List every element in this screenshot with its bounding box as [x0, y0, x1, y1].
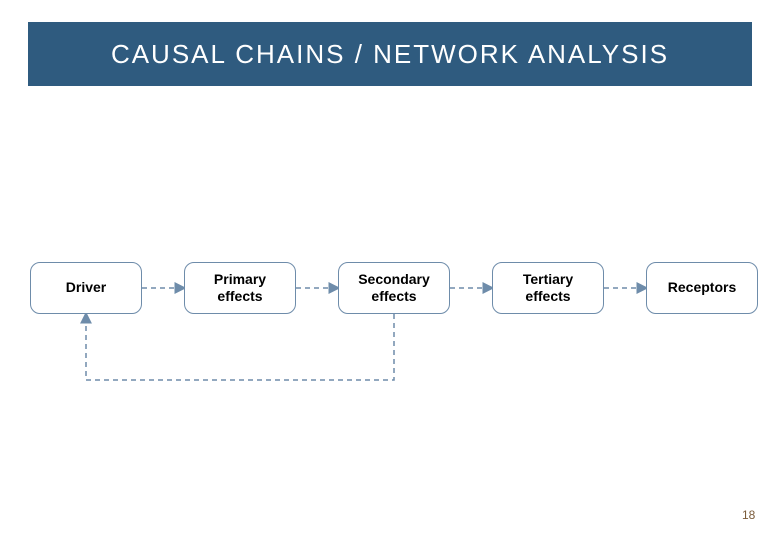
node-receptors: Receptors: [646, 262, 758, 314]
node-label-secondary: Secondary effects: [358, 271, 430, 306]
node-label-driver: Driver: [66, 279, 106, 297]
node-tertiary: Tertiary effects: [492, 262, 604, 314]
node-driver: Driver: [30, 262, 142, 314]
page-number: 18: [742, 508, 755, 522]
node-primary: Primary effects: [184, 262, 296, 314]
causal-chain-diagram: Driver Primary effects Secondary effects Te…: [0, 0, 780, 540]
node-label-tertiary: Tertiary effects: [523, 271, 573, 306]
node-label-receptors: Receptors: [668, 279, 736, 297]
node-secondary: Secondary effects: [338, 262, 450, 314]
edge-secondary-driver: [86, 314, 394, 380]
node-label-primary: Primary effects: [214, 271, 266, 306]
